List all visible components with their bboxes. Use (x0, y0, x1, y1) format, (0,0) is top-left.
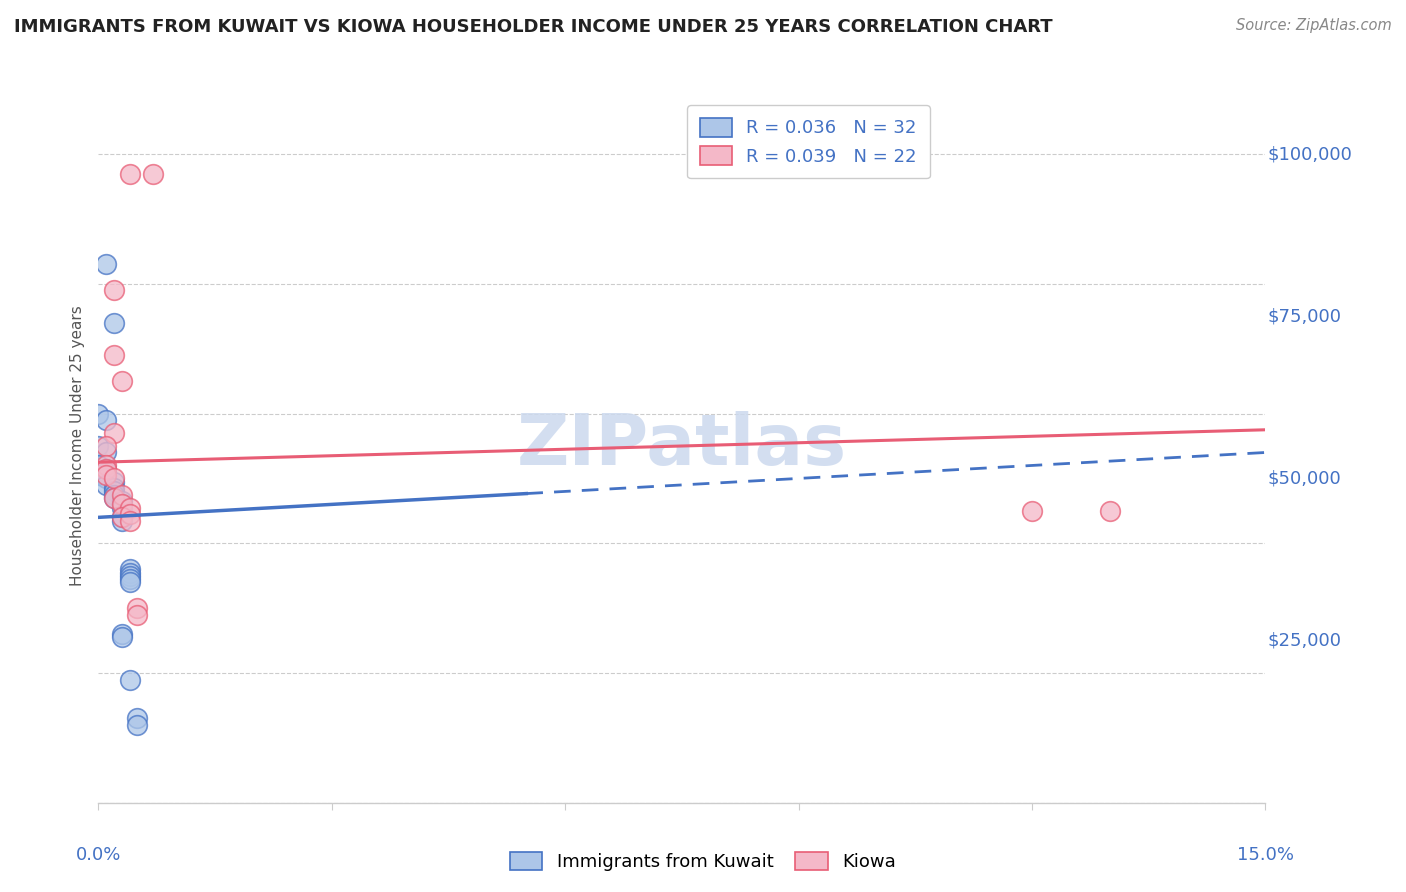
Legend: Immigrants from Kuwait, Kiowa: Immigrants from Kuwait, Kiowa (503, 845, 903, 879)
Point (103, 471, 125, 485)
Point (96, 461, 118, 475)
Point (87, 458, 110, 473)
Point (118, 500, 141, 515)
Point (118, 566, 141, 580)
Text: 0.0%: 0.0% (76, 846, 121, 863)
Point (87, 407, 110, 421)
Point (111, 374, 134, 388)
Point (103, 348, 125, 362)
Text: $100,000: $100,000 (1268, 145, 1353, 163)
Point (96, 439, 118, 453)
Point (103, 425, 125, 440)
Text: Source: ZipAtlas.com: Source: ZipAtlas.com (1236, 18, 1392, 33)
Point (103, 481, 125, 495)
Point (118, 514, 141, 528)
Point (118, 167, 141, 181)
Text: $75,000: $75,000 (1268, 307, 1341, 326)
Point (96, 478, 118, 492)
Point (96, 413, 118, 427)
Point (1021, 504, 1043, 518)
Point (96, 465, 118, 479)
Point (127, 711, 149, 725)
Point (111, 494, 134, 508)
Point (103, 491, 125, 505)
Text: IMMIGRANTS FROM KUWAIT VS KIOWA HOUSEHOLDER INCOME UNDER 25 YEARS CORRELATION CH: IMMIGRANTS FROM KUWAIT VS KIOWA HOUSEHOL… (14, 18, 1053, 36)
Point (111, 500, 134, 515)
Point (87, 468, 110, 483)
Point (103, 484, 125, 499)
Point (87, 439, 110, 453)
Point (127, 601, 149, 615)
Point (127, 718, 149, 732)
Point (111, 514, 134, 528)
Point (118, 568, 141, 582)
Point (96, 257, 118, 271)
Text: $25,000: $25,000 (1268, 632, 1341, 649)
Point (111, 497, 134, 511)
Point (118, 562, 141, 576)
Point (118, 575, 141, 590)
Point (96, 458, 118, 473)
Point (1098, 504, 1121, 518)
Point (111, 510, 134, 524)
Point (96, 471, 118, 485)
Point (111, 631, 134, 645)
Point (103, 488, 125, 502)
Point (111, 627, 134, 641)
Point (96, 468, 118, 483)
Point (118, 673, 141, 687)
Text: $50,000: $50,000 (1268, 469, 1341, 487)
Y-axis label: Householder Income Under 25 years: Householder Income Under 25 years (69, 306, 84, 586)
Point (118, 507, 141, 521)
Point (103, 475, 125, 489)
Point (103, 283, 125, 297)
Point (118, 572, 141, 586)
Point (111, 497, 134, 511)
Text: ZIPatlas: ZIPatlas (517, 411, 846, 481)
Point (96, 445, 118, 459)
Point (96, 461, 118, 475)
Point (103, 316, 125, 330)
Point (103, 491, 125, 505)
Point (111, 510, 134, 524)
Legend: R = 0.036   N = 32, R = 0.039   N = 22: R = 0.036 N = 32, R = 0.039 N = 22 (688, 105, 929, 178)
Point (142, 167, 165, 181)
Point (111, 488, 134, 502)
Text: 15.0%: 15.0% (1237, 846, 1294, 863)
Point (127, 607, 149, 622)
